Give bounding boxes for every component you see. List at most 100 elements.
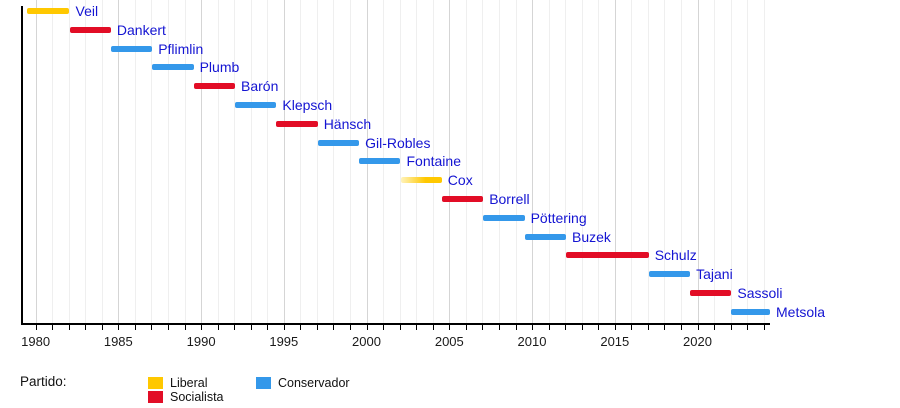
gridline bbox=[498, 0, 500, 323]
axis-tick bbox=[383, 325, 385, 330]
president-label: Fontaine bbox=[406, 153, 461, 170]
axis-tick bbox=[52, 325, 54, 330]
gridline bbox=[68, 0, 70, 323]
axis-tick-label: 2010 bbox=[517, 334, 547, 349]
gridline bbox=[151, 0, 153, 323]
gridline bbox=[614, 0, 616, 323]
axis-tick bbox=[366, 325, 368, 330]
gridline bbox=[681, 0, 682, 323]
axis-tick bbox=[399, 325, 401, 330]
gridline bbox=[647, 0, 649, 323]
gridline bbox=[217, 0, 219, 323]
gridline bbox=[465, 0, 467, 323]
timeline-bar bbox=[359, 158, 401, 165]
axis-tick bbox=[664, 325, 666, 330]
gridline bbox=[432, 0, 434, 323]
gridline bbox=[85, 0, 87, 323]
timeline-bar bbox=[152, 64, 194, 71]
axis-tick bbox=[85, 325, 87, 330]
axis-tick bbox=[267, 325, 269, 330]
axis-tick bbox=[515, 325, 517, 330]
axis-tick bbox=[763, 325, 765, 330]
gridline bbox=[52, 0, 54, 323]
axis-tick bbox=[134, 325, 136, 330]
timeline-bar bbox=[731, 308, 770, 315]
axis-tick bbox=[432, 325, 434, 330]
gridline bbox=[184, 0, 186, 323]
axis-tick bbox=[598, 325, 600, 330]
timeline-bar bbox=[27, 8, 70, 14]
axis-tick-label: 1995 bbox=[269, 334, 299, 349]
axis-tick-label: 2000 bbox=[352, 334, 381, 349]
axis-tick bbox=[498, 325, 500, 330]
president-label: Metsola bbox=[776, 303, 826, 320]
gridline bbox=[118, 0, 120, 323]
gridline bbox=[333, 0, 335, 323]
president-label: Cox bbox=[447, 172, 473, 189]
timeline-bar bbox=[110, 45, 153, 52]
legend-swatch-liberal bbox=[148, 377, 163, 389]
axis-tick bbox=[449, 325, 451, 330]
gridline bbox=[267, 0, 269, 323]
gridline bbox=[101, 0, 103, 323]
timeline-bar bbox=[235, 102, 277, 108]
timeline-bar bbox=[524, 233, 566, 240]
gridline bbox=[416, 0, 418, 323]
gridline bbox=[598, 0, 600, 323]
legend-label-conservador: Conservador bbox=[278, 376, 350, 390]
axis-tick-label: 2005 bbox=[434, 334, 464, 349]
gridline bbox=[134, 0, 136, 323]
gridline bbox=[565, 0, 567, 323]
axis-tick bbox=[217, 325, 219, 330]
president-label: Schulz bbox=[654, 247, 697, 264]
axis-tick bbox=[565, 325, 567, 330]
axis-tick bbox=[532, 325, 533, 330]
axis-tick bbox=[184, 325, 186, 330]
gridline bbox=[631, 0, 633, 323]
timeline-bar bbox=[483, 214, 525, 221]
president-label: Sassoli bbox=[737, 285, 783, 301]
axis-tick bbox=[316, 325, 318, 330]
legend-swatch-socialista bbox=[148, 391, 163, 403]
axis-tick bbox=[747, 325, 749, 330]
president-label: Plumb bbox=[199, 59, 240, 76]
gridline bbox=[283, 0, 285, 323]
timeline-bar bbox=[648, 271, 691, 278]
axis-tick bbox=[101, 325, 103, 330]
gridline bbox=[300, 0, 302, 323]
axis-tick-label: 1985 bbox=[103, 334, 133, 349]
legend-title: Partido: bbox=[20, 374, 67, 389]
president-label: Hänsch bbox=[323, 115, 372, 132]
president-label: Borrell bbox=[489, 191, 530, 207]
gridline bbox=[581, 0, 583, 323]
gridline bbox=[714, 0, 716, 323]
president-label: Veil bbox=[75, 3, 99, 19]
axis-tick bbox=[201, 325, 203, 330]
president-label: Dankert bbox=[116, 21, 166, 38]
axis-tick bbox=[614, 325, 616, 330]
gridline bbox=[399, 0, 401, 323]
timeline-bar bbox=[317, 139, 360, 146]
axis-tick bbox=[730, 325, 732, 330]
axis-tick bbox=[482, 325, 484, 330]
axis-tick bbox=[300, 325, 302, 330]
axis-tick bbox=[647, 325, 649, 330]
president-label: Klepsch bbox=[282, 97, 333, 113]
axis-tick bbox=[333, 325, 335, 330]
gridline bbox=[730, 0, 732, 323]
x-axis-line bbox=[21, 323, 770, 325]
gridline bbox=[532, 0, 533, 323]
gridline bbox=[763, 0, 765, 323]
axis-tick bbox=[35, 325, 37, 330]
gridline bbox=[168, 0, 169, 323]
axis-tick bbox=[631, 325, 633, 330]
legend-label-liberal: Liberal bbox=[170, 376, 208, 390]
gridline bbox=[234, 0, 236, 323]
axis-tick-label: 2015 bbox=[600, 334, 630, 349]
president-label: Pflimlin bbox=[158, 40, 204, 57]
axis-tick bbox=[416, 325, 418, 330]
timeline-bar bbox=[566, 252, 649, 259]
gridline bbox=[747, 0, 749, 323]
